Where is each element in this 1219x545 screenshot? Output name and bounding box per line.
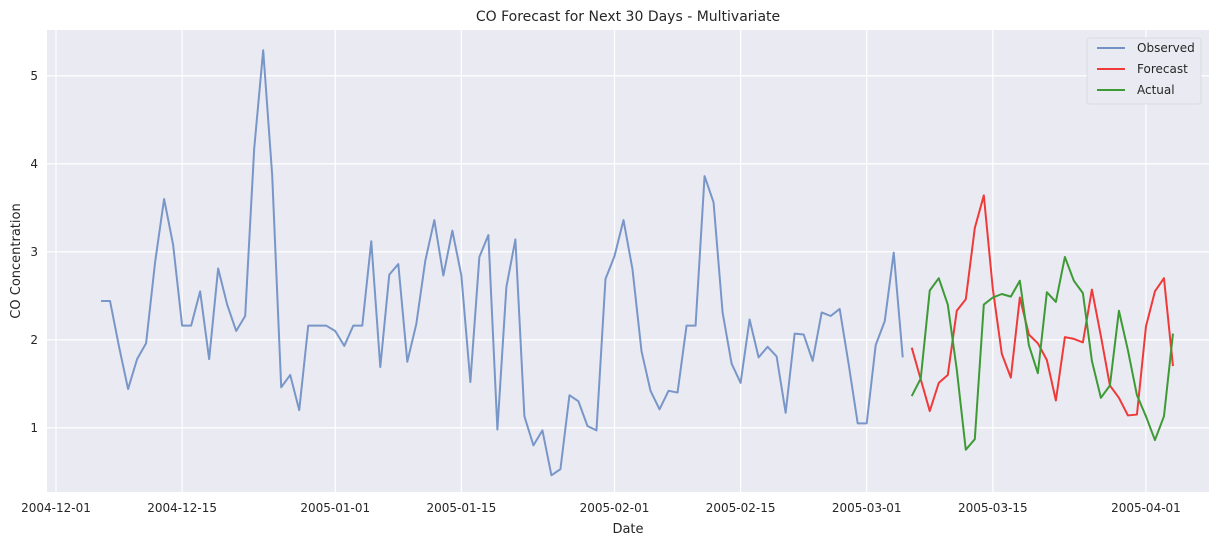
x-axis-label: Date <box>612 522 643 537</box>
legend-label-observed: Observed <box>1137 41 1195 55</box>
y-axis-ticks: 1 2 3 4 5 <box>30 69 38 435</box>
y-axis-label: CO Concentration <box>9 203 24 318</box>
y-tick-label: 2 <box>30 333 38 347</box>
legend-label-actual: Actual <box>1137 83 1175 97</box>
series-line-actual <box>910 256 1174 451</box>
plot-area <box>47 30 1209 492</box>
series-line-observed <box>101 49 904 477</box>
grid <box>47 30 1209 492</box>
y-tick-label: 4 <box>30 157 38 171</box>
x-tick-label: 2005-01-01 <box>300 501 370 515</box>
legend-box <box>1086 37 1202 105</box>
legend-label-forecast: Forecast <box>1137 62 1188 76</box>
x-tick-label: 2005-01-15 <box>426 501 496 515</box>
chart-title: CO Forecast for Next 30 Days - Multivari… <box>476 9 780 25</box>
x-tick-label: 2004-12-01 <box>21 501 91 515</box>
legend: Observed Forecast Actual <box>1086 37 1202 105</box>
x-tick-label: 2005-04-01 <box>1111 501 1181 515</box>
x-tick-label: 2004-12-15 <box>147 501 217 515</box>
y-tick-label: 5 <box>30 69 38 83</box>
y-tick-label: 1 <box>30 421 38 435</box>
x-tick-label: 2005-02-01 <box>580 501 650 515</box>
x-tick-label: 2005-03-01 <box>832 501 902 515</box>
series-line-forecast <box>910 194 1174 417</box>
series-layer <box>101 49 1174 477</box>
x-axis-ticks: 2004-12-01 2004-12-15 2005-01-01 2005-01-15… <box>21 501 1181 515</box>
x-tick-label: 2005-02-15 <box>706 501 776 515</box>
y-tick-label: 3 <box>30 245 38 259</box>
x-tick-label: 2005-03-15 <box>958 501 1028 515</box>
